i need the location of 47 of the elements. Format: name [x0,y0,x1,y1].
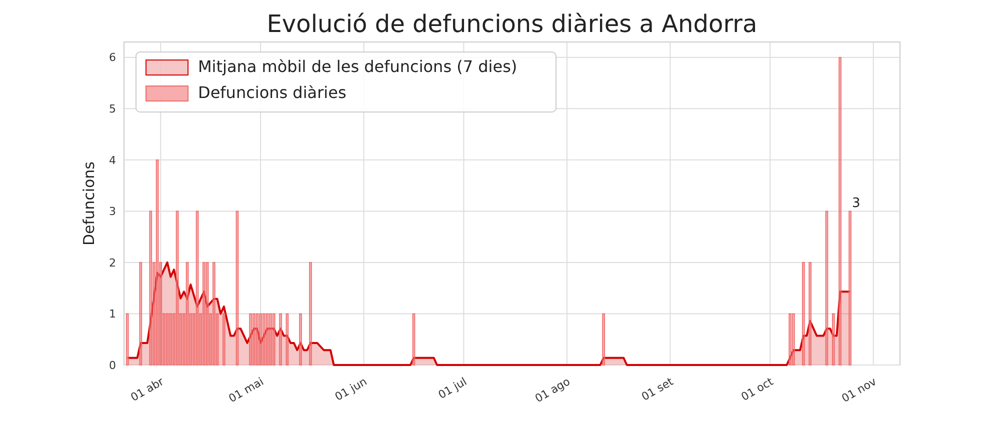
y-tick-label: 0 [109,358,116,372]
bar [269,313,272,366]
bar [169,313,172,366]
data-label: 3 [852,196,860,212]
bar [126,313,129,366]
bar [802,262,805,366]
bar [259,313,262,366]
bar [262,313,266,366]
x-tick-label: 01 abr [128,374,166,404]
bar [256,313,259,366]
y-tick-label: 1 [109,308,116,321]
x-tick-label: 01 jun [332,374,370,404]
bar [838,56,842,366]
bar [222,313,226,366]
bar [272,313,276,366]
bar [412,313,416,366]
bar [202,262,206,366]
legend-label: Defuncions diàries [198,83,346,102]
bar [792,313,795,366]
y-tick-label: 6 [109,51,116,64]
x-tick-label: 01 oct [739,374,776,404]
chart-title: Evolució de defuncions diàries a Andorra [266,10,758,38]
legend-label: Mitjana mòbil de les defuncions (7 dies) [198,57,518,76]
bar [159,262,162,366]
bar [152,262,156,366]
bar [149,210,152,366]
y-tick-label: 5 [109,102,116,116]
bar [192,313,196,366]
y-tick-label: 4 [109,154,116,167]
bar [832,313,835,366]
bar [189,313,192,366]
x-tick-label: 01 set [639,374,676,404]
x-tick-label: 01 nov [840,374,880,406]
bar [266,313,269,366]
y-tick-label: 3 [109,205,116,218]
x-tick-label: 01 jul [436,375,470,402]
bar [162,313,166,366]
y-axis-title: Defuncions [80,161,98,246]
x-tick-label: 01 mai [226,375,266,406]
bar [166,313,169,366]
bar [788,313,792,366]
bar [186,262,189,366]
x-tick-label: 01 ago [532,374,573,406]
bar [299,313,302,366]
y-tick-label: 2 [109,256,116,270]
bar [309,262,312,366]
bar [199,313,202,366]
